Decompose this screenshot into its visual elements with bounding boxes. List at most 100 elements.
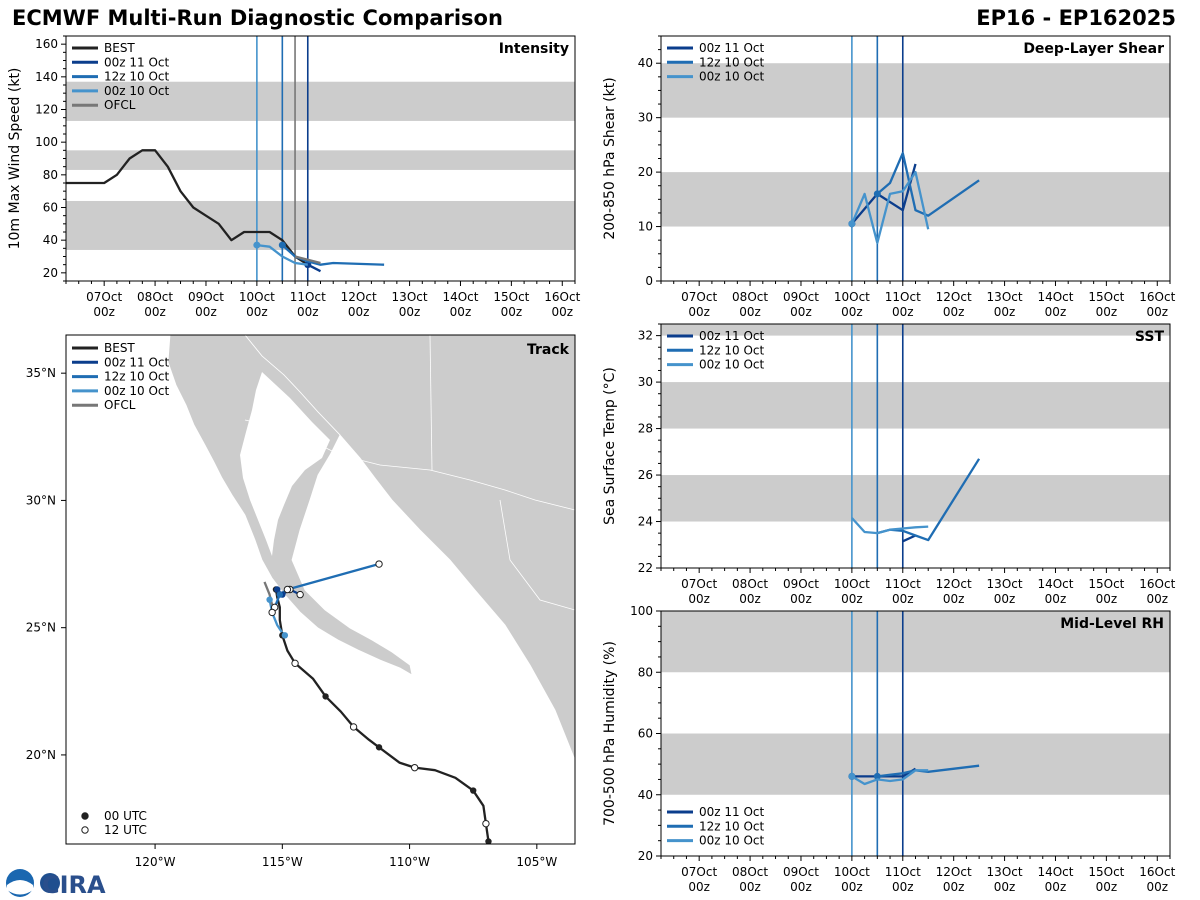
track-point	[322, 693, 329, 700]
x-tick-label-hour: 00z	[1096, 880, 1118, 894]
x-tick-label: 09Oct	[783, 865, 819, 879]
series-line-12z-10-oct	[877, 764, 980, 778]
track-point	[296, 590, 304, 599]
series-marker	[848, 772, 856, 780]
y-tick-label: 30	[638, 111, 653, 125]
series-line-00z-11-oct	[851, 163, 917, 225]
marker-legend-label: 12 UTC	[104, 823, 147, 837]
y-tick-label: 60	[638, 727, 653, 741]
y-tick-label: 120	[35, 103, 58, 117]
y-tick-label: 40	[638, 788, 653, 802]
x-tick-label: 07Oct	[681, 865, 717, 879]
border-line	[244, 419, 575, 511]
y-tick-label: 80	[638, 665, 653, 679]
border-line	[499, 499, 575, 611]
land-baja-peninsula	[167, 335, 413, 676]
x-tick-label: 15Oct	[1088, 290, 1124, 304]
y-tick-label: 32	[638, 329, 653, 343]
x-tick-label-hour: 00z	[892, 880, 914, 894]
x-tick-label: 15Oct	[1088, 577, 1124, 591]
legend-label: 00z 10 Oct	[699, 358, 765, 372]
y-tick-label: 26	[638, 468, 653, 482]
x-tick-label: 11Oct	[290, 290, 326, 304]
x-tick-label-hour: 00z	[688, 880, 710, 894]
x-tick-label: 12Oct	[936, 577, 972, 591]
cira-logo: CIRA	[6, 869, 106, 899]
y-tick-label: 24	[638, 515, 653, 529]
x-tick-label-hour: 00z	[994, 592, 1016, 606]
x-tick-label-hour: 00z	[688, 592, 710, 606]
x-tick-label-hour: 00z	[994, 305, 1016, 319]
x-tick-label: 08Oct	[732, 577, 768, 591]
x-tick-label-hour: 00z	[739, 305, 761, 319]
panel-title: Intensity	[499, 41, 569, 57]
y-tick-label: 28	[638, 422, 653, 436]
track-point	[291, 659, 299, 668]
track-panel: 120°W 115°W 110°W 105°W 20°N 25°N 30°N 35°N Trac…	[26, 334, 576, 869]
threshold-band	[661, 733, 1170, 795]
threshold-band	[66, 81, 575, 121]
track-point	[283, 585, 292, 594]
x-tick-label: 14Oct	[1037, 865, 1073, 879]
lon-tick-label: 115°W	[262, 855, 303, 869]
lon-tick-label: 105°W	[516, 855, 557, 869]
x-tick-label-hour: 00z	[994, 880, 1016, 894]
track-series	[263, 560, 492, 844]
track-point	[268, 608, 276, 617]
y-tick-label: 20	[43, 266, 58, 280]
x-tick-label-hour: 00z	[790, 592, 812, 606]
y-axis-label: 700-500 hPa Humidity (%)	[602, 641, 618, 826]
legend-label: 00z 10 Oct	[104, 384, 170, 398]
x-tick-label-hour: 00z	[688, 305, 710, 319]
y-tick-label: 10	[638, 220, 653, 234]
x-tick-label-hour: 00z	[93, 305, 115, 319]
x-tick-label: 13Oct	[987, 865, 1023, 879]
threshold-band	[661, 475, 1170, 522]
x-tick-label: 14Oct	[1037, 290, 1073, 304]
x-tick-label: 09Oct	[188, 290, 224, 304]
series-line-best	[66, 149, 309, 266]
series-line-00z-10-oct	[256, 243, 308, 266]
series-marker	[873, 772, 881, 780]
x-tick-label-hour: 00z	[943, 305, 965, 319]
series-marker	[278, 241, 286, 249]
x-tick-label-hour: 00z	[790, 880, 812, 894]
storm-id-label: EP16 - EP162025	[976, 6, 1176, 30]
x-tick-label: 13Oct	[392, 290, 428, 304]
x-tick-label: 09Oct	[783, 577, 819, 591]
x-tick-label: 08Oct	[137, 290, 173, 304]
x-tick-label-hour: 00z	[841, 305, 863, 319]
x-tick-label: 16Oct	[1139, 290, 1175, 304]
threshold-band	[661, 172, 1170, 227]
x-tick-label: 16Oct	[544, 290, 580, 304]
y-tick-label: 140	[35, 70, 58, 84]
panel-title: Mid-Level RH	[1060, 616, 1164, 632]
y-tick-label: 100	[630, 604, 653, 618]
x-tick-label: 12Oct	[936, 290, 972, 304]
marker-legend-symbol	[81, 812, 89, 820]
track-point	[281, 632, 289, 639]
x-tick-label: 11Oct	[885, 290, 921, 304]
x-tick-label-hour: 00z	[551, 305, 573, 319]
legend-label: OFCL	[104, 398, 136, 412]
legend-label: 12z 10 Oct	[104, 70, 170, 84]
legend-label: 12z 10 Oct	[699, 55, 765, 69]
x-tick-label-hour: 00z	[297, 305, 319, 319]
legend-label: 12z 10 Oct	[104, 370, 170, 384]
track-point	[266, 596, 273, 603]
x-tick-label: 10Oct	[239, 290, 275, 304]
legend-label: BEST	[104, 341, 135, 355]
x-tick-label: 08Oct	[732, 865, 768, 879]
y-tick-label: 40	[638, 56, 653, 70]
x-tick-label: 16Oct	[1139, 865, 1175, 879]
y-tick-label: 30	[638, 375, 653, 389]
x-tick-label-hour: 00z	[892, 305, 914, 319]
x-tick-label: 16Oct	[1139, 577, 1175, 591]
threshold-band	[661, 611, 1170, 673]
y-tick-label: 40	[43, 233, 58, 247]
x-tick-label-hour: 00z	[501, 305, 523, 319]
legend-label: 00z 11 Oct	[699, 41, 765, 55]
track-point	[375, 744, 383, 751]
lat-tick-label: 30°N	[26, 493, 56, 507]
lon-tick-label: 110°W	[389, 855, 430, 869]
